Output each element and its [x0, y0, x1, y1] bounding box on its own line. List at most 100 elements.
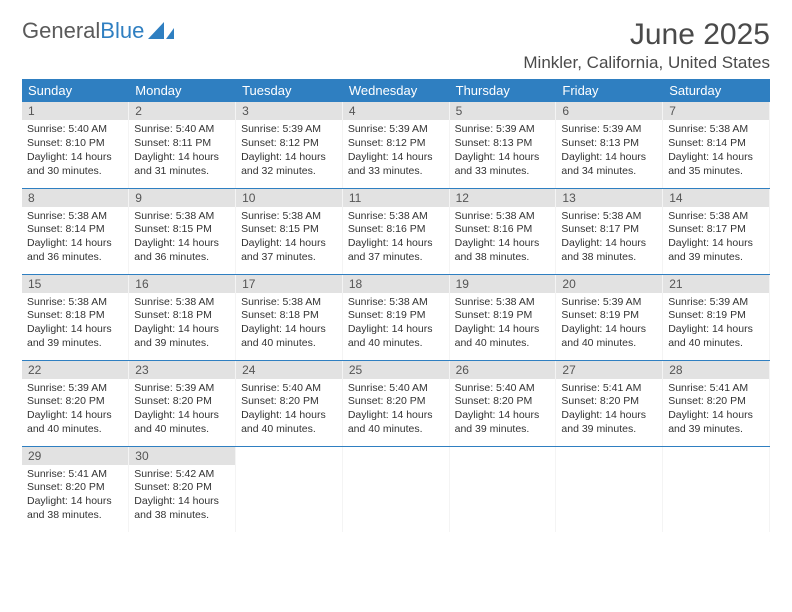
- calendar-day-cell: 27Sunrise: 5:41 AMSunset: 8:20 PMDayligh…: [556, 360, 663, 446]
- calendar-day-cell: 5Sunrise: 5:39 AMSunset: 8:13 PMDaylight…: [449, 102, 556, 188]
- day-number: 27: [556, 361, 662, 379]
- calendar-day-cell: 21Sunrise: 5:39 AMSunset: 8:19 PMDayligh…: [663, 274, 770, 360]
- day-number: 25: [343, 361, 449, 379]
- day-details: Sunrise: 5:42 AMSunset: 8:20 PMDaylight:…: [129, 465, 235, 527]
- calendar-day-cell: 25Sunrise: 5:40 AMSunset: 8:20 PMDayligh…: [342, 360, 449, 446]
- day-number: 7: [663, 102, 769, 120]
- day-number: 24: [236, 361, 342, 379]
- weekday-header: Monday: [129, 79, 236, 102]
- day-number: 17: [236, 275, 342, 293]
- day-details: Sunrise: 5:41 AMSunset: 8:20 PMDaylight:…: [556, 379, 662, 441]
- day-number: 16: [129, 275, 235, 293]
- calendar-day-cell: 7Sunrise: 5:38 AMSunset: 8:14 PMDaylight…: [663, 102, 770, 188]
- day-details: Sunrise: 5:39 AMSunset: 8:13 PMDaylight:…: [556, 120, 662, 182]
- day-number: 21: [663, 275, 769, 293]
- calendar-day-cell: 18Sunrise: 5:38 AMSunset: 8:19 PMDayligh…: [342, 274, 449, 360]
- calendar-day-cell: 3Sunrise: 5:39 AMSunset: 8:12 PMDaylight…: [236, 102, 343, 188]
- calendar-day-cell: 28Sunrise: 5:41 AMSunset: 8:20 PMDayligh…: [663, 360, 770, 446]
- logo: GeneralBlue: [22, 18, 174, 44]
- day-details: Sunrise: 5:39 AMSunset: 8:20 PMDaylight:…: [22, 379, 128, 441]
- location-text: Minkler, California, United States: [523, 53, 770, 73]
- calendar-week-row: 22Sunrise: 5:39 AMSunset: 8:20 PMDayligh…: [22, 360, 770, 446]
- day-details: Sunrise: 5:38 AMSunset: 8:18 PMDaylight:…: [236, 293, 342, 355]
- calendar-day-cell: 12Sunrise: 5:38 AMSunset: 8:16 PMDayligh…: [449, 188, 556, 274]
- calendar-day-cell: 14Sunrise: 5:38 AMSunset: 8:17 PMDayligh…: [663, 188, 770, 274]
- day-number: 28: [663, 361, 769, 379]
- calendar-week-row: 29Sunrise: 5:41 AMSunset: 8:20 PMDayligh…: [22, 446, 770, 532]
- day-number: 9: [129, 189, 235, 207]
- calendar-day-cell: 10Sunrise: 5:38 AMSunset: 8:15 PMDayligh…: [236, 188, 343, 274]
- day-details: Sunrise: 5:39 AMSunset: 8:12 PMDaylight:…: [236, 120, 342, 182]
- day-details: Sunrise: 5:38 AMSunset: 8:19 PMDaylight:…: [450, 293, 556, 355]
- calendar-day-cell: 30Sunrise: 5:42 AMSunset: 8:20 PMDayligh…: [129, 446, 236, 532]
- day-details: Sunrise: 5:38 AMSunset: 8:14 PMDaylight:…: [22, 207, 128, 269]
- day-number: 14: [663, 189, 769, 207]
- day-details: Sunrise: 5:39 AMSunset: 8:19 PMDaylight:…: [663, 293, 769, 355]
- weekday-header: Sunday: [22, 79, 129, 102]
- calendar-day-cell: 4Sunrise: 5:39 AMSunset: 8:12 PMDaylight…: [342, 102, 449, 188]
- day-details: Sunrise: 5:39 AMSunset: 8:19 PMDaylight:…: [556, 293, 662, 355]
- day-details: Sunrise: 5:39 AMSunset: 8:13 PMDaylight:…: [450, 120, 556, 182]
- day-details: Sunrise: 5:38 AMSunset: 8:14 PMDaylight:…: [663, 120, 769, 182]
- calendar-page: GeneralBlue June 2025 Minkler, Californi…: [0, 0, 792, 612]
- title-block: June 2025 Minkler, California, United St…: [523, 18, 770, 73]
- day-details: Sunrise: 5:38 AMSunset: 8:15 PMDaylight:…: [129, 207, 235, 269]
- weekday-header-row: Sunday Monday Tuesday Wednesday Thursday…: [22, 79, 770, 102]
- calendar-day-cell: [556, 446, 663, 532]
- calendar-day-cell: 11Sunrise: 5:38 AMSunset: 8:16 PMDayligh…: [342, 188, 449, 274]
- day-details: Sunrise: 5:38 AMSunset: 8:18 PMDaylight:…: [129, 293, 235, 355]
- day-number: 20: [556, 275, 662, 293]
- calendar-day-cell: [236, 446, 343, 532]
- logo-text-general: General: [22, 18, 100, 44]
- month-title: June 2025: [523, 18, 770, 51]
- day-number: 15: [22, 275, 128, 293]
- weekday-header: Friday: [556, 79, 663, 102]
- calendar-day-cell: 26Sunrise: 5:40 AMSunset: 8:20 PMDayligh…: [449, 360, 556, 446]
- day-details: Sunrise: 5:38 AMSunset: 8:19 PMDaylight:…: [343, 293, 449, 355]
- calendar-day-cell: 9Sunrise: 5:38 AMSunset: 8:15 PMDaylight…: [129, 188, 236, 274]
- weekday-header: Wednesday: [342, 79, 449, 102]
- day-details: Sunrise: 5:38 AMSunset: 8:18 PMDaylight:…: [22, 293, 128, 355]
- day-details: Sunrise: 5:41 AMSunset: 8:20 PMDaylight:…: [22, 465, 128, 527]
- day-number: 10: [236, 189, 342, 207]
- logo-text-blue: Blue: [100, 18, 144, 44]
- calendar-day-cell: 6Sunrise: 5:39 AMSunset: 8:13 PMDaylight…: [556, 102, 663, 188]
- day-number: 18: [343, 275, 449, 293]
- day-number: 5: [450, 102, 556, 120]
- calendar-day-cell: 8Sunrise: 5:38 AMSunset: 8:14 PMDaylight…: [22, 188, 129, 274]
- calendar-day-cell: [663, 446, 770, 532]
- day-number: 23: [129, 361, 235, 379]
- day-details: Sunrise: 5:38 AMSunset: 8:17 PMDaylight:…: [556, 207, 662, 269]
- day-number: 8: [22, 189, 128, 207]
- day-details: Sunrise: 5:40 AMSunset: 8:10 PMDaylight:…: [22, 120, 128, 182]
- weekday-header: Saturday: [663, 79, 770, 102]
- day-number: 30: [129, 447, 235, 465]
- day-details: Sunrise: 5:38 AMSunset: 8:17 PMDaylight:…: [663, 207, 769, 269]
- calendar-day-cell: 24Sunrise: 5:40 AMSunset: 8:20 PMDayligh…: [236, 360, 343, 446]
- day-details: Sunrise: 5:38 AMSunset: 8:15 PMDaylight:…: [236, 207, 342, 269]
- calendar-day-cell: 2Sunrise: 5:40 AMSunset: 8:11 PMDaylight…: [129, 102, 236, 188]
- calendar-day-cell: 23Sunrise: 5:39 AMSunset: 8:20 PMDayligh…: [129, 360, 236, 446]
- day-details: Sunrise: 5:39 AMSunset: 8:20 PMDaylight:…: [129, 379, 235, 441]
- header: GeneralBlue June 2025 Minkler, Californi…: [22, 18, 770, 73]
- logo-sail-icon: [148, 22, 174, 40]
- calendar-day-cell: 16Sunrise: 5:38 AMSunset: 8:18 PMDayligh…: [129, 274, 236, 360]
- day-details: Sunrise: 5:40 AMSunset: 8:20 PMDaylight:…: [450, 379, 556, 441]
- day-details: Sunrise: 5:40 AMSunset: 8:20 PMDaylight:…: [236, 379, 342, 441]
- day-number: 11: [343, 189, 449, 207]
- weekday-header: Tuesday: [236, 79, 343, 102]
- day-details: Sunrise: 5:38 AMSunset: 8:16 PMDaylight:…: [343, 207, 449, 269]
- calendar-week-row: 1Sunrise: 5:40 AMSunset: 8:10 PMDaylight…: [22, 102, 770, 188]
- weekday-header: Thursday: [449, 79, 556, 102]
- day-details: Sunrise: 5:40 AMSunset: 8:11 PMDaylight:…: [129, 120, 235, 182]
- calendar-day-cell: 29Sunrise: 5:41 AMSunset: 8:20 PMDayligh…: [22, 446, 129, 532]
- day-number: 12: [450, 189, 556, 207]
- day-number: 2: [129, 102, 235, 120]
- day-number: 1: [22, 102, 128, 120]
- day-number: 4: [343, 102, 449, 120]
- day-number: 19: [450, 275, 556, 293]
- calendar-week-row: 15Sunrise: 5:38 AMSunset: 8:18 PMDayligh…: [22, 274, 770, 360]
- day-details: Sunrise: 5:41 AMSunset: 8:20 PMDaylight:…: [663, 379, 769, 441]
- calendar-day-cell: 15Sunrise: 5:38 AMSunset: 8:18 PMDayligh…: [22, 274, 129, 360]
- calendar-day-cell: 13Sunrise: 5:38 AMSunset: 8:17 PMDayligh…: [556, 188, 663, 274]
